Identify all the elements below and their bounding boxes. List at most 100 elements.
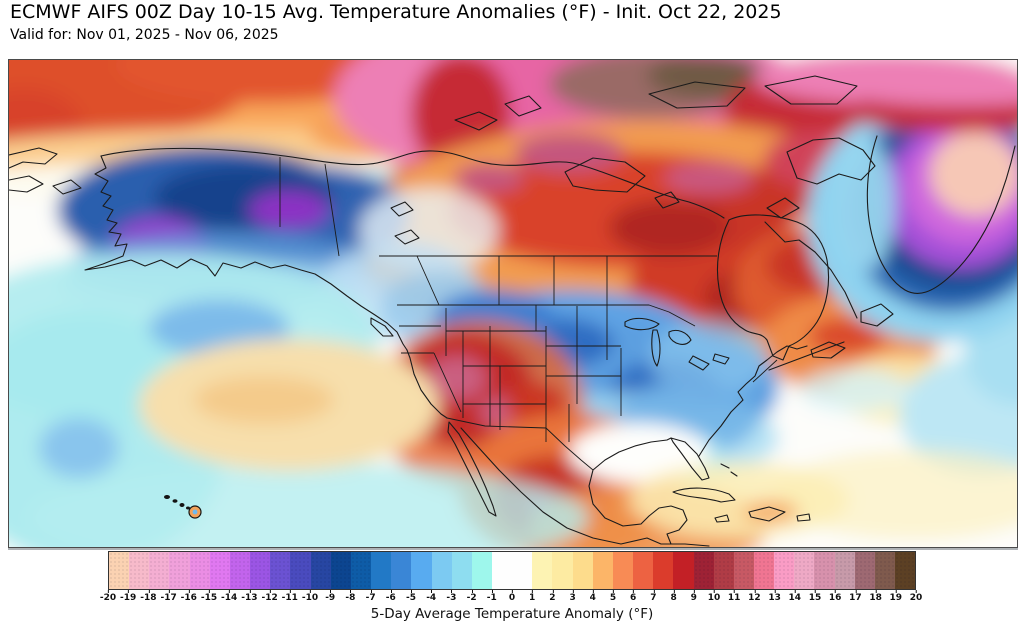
colorbar-segment	[431, 552, 452, 589]
st-lawrence	[768, 341, 845, 371]
anomaly-map	[9, 60, 1017, 547]
puerto-rico	[796, 513, 811, 522]
colorbar-segment	[169, 552, 190, 589]
banks-island	[504, 95, 542, 117]
us-east-coast	[698, 345, 808, 457]
political-borders	[279, 157, 778, 471]
colorbar-segment	[491, 552, 513, 589]
colorbar-segment	[229, 552, 251, 589]
colorbar-segment	[552, 552, 573, 589]
yukon-nwt-border	[324, 163, 340, 257]
temperature-anomaly-field	[9, 60, 1017, 547]
colorbar-tick-label: -18	[140, 590, 157, 603]
us-gulf-coast	[592, 437, 672, 471]
colorbar-tick-label: 8	[670, 590, 677, 603]
colorbar-segment	[774, 552, 795, 589]
colorbar-tick-label: -7	[365, 590, 376, 603]
colorbar-tick-label: 1	[529, 590, 536, 603]
bc-alberta-border	[416, 255, 440, 306]
colorbar-tick-label: -20	[99, 590, 117, 603]
colorbar-segment	[895, 552, 916, 589]
colorbar-tick-label: -1	[486, 590, 497, 603]
great-bear-lake	[390, 201, 414, 217]
king-william-island	[654, 191, 680, 209]
colorbar-segment	[572, 552, 593, 589]
lake-superior	[624, 317, 660, 331]
hudson-bay	[716, 214, 830, 361]
colorbar-tick-label: 10	[707, 590, 721, 603]
colorbar-segment	[713, 552, 734, 589]
lake-michigan	[651, 329, 661, 367]
labrador-coast	[764, 221, 858, 319]
state-borders	[399, 305, 622, 442]
colorbar-segment	[633, 552, 654, 589]
chukotka-islands	[9, 175, 82, 195]
colorbar-tick-label: 0	[508, 590, 516, 603]
baffin-island	[786, 137, 876, 185]
colorbar-segment	[612, 552, 634, 589]
page-title: ECMWF AIFS 00Z Day 10-15 Avg. Temperatur…	[10, 1, 782, 23]
colorbar-segment	[592, 552, 613, 589]
colorbar-tick-label: -16	[180, 590, 197, 603]
colorbar-tick-label: 9	[690, 590, 697, 603]
colorbar-tick-label: -14	[221, 590, 238, 603]
colorbar-segment	[371, 552, 392, 589]
ellesmere-island	[764, 75, 858, 105]
colorbar-segment	[794, 552, 815, 589]
colorbar-tick-label: 17	[849, 590, 862, 603]
colorbar-segment	[532, 552, 553, 589]
us-mexico-border	[446, 417, 594, 471]
colorbar	[108, 551, 916, 590]
cuba	[672, 487, 736, 503]
colorbar-tick-label: -8	[345, 590, 356, 603]
colorbar-segment	[330, 552, 351, 589]
victoria-island	[564, 157, 646, 193]
colorbar-label: 5-Day Average Temperature Anomaly (°F)	[370, 606, 654, 622]
nova-scotia	[810, 341, 846, 359]
alaska-west-coast	[84, 155, 408, 351]
newfoundland	[860, 303, 894, 327]
colorbar-segment	[270, 552, 291, 589]
hispaniola	[748, 506, 786, 522]
colorbar-tick-label: -6	[385, 590, 396, 603]
colorbar-segment	[693, 552, 714, 589]
jamaica	[714, 514, 730, 523]
colorbar-tick-label: -2	[466, 590, 477, 603]
lake-erie	[688, 355, 710, 371]
colorbar-segment	[733, 552, 754, 589]
arctic-coastline	[100, 147, 725, 219]
colorbar-segment	[653, 552, 674, 589]
southampton-island	[766, 197, 800, 219]
colorbar-tick-label: 13	[768, 590, 781, 603]
devon-island	[648, 81, 746, 109]
prairie-borders	[498, 256, 608, 305]
colorbar-tick-label: 7	[650, 590, 657, 603]
great-slave-lake	[394, 229, 420, 245]
colorbar-segment	[451, 552, 472, 589]
lake-huron	[668, 329, 692, 345]
anomaly-map-frame	[8, 59, 1018, 548]
colorbar-tick-label: 11	[727, 590, 741, 603]
colorbar-segment	[874, 552, 896, 589]
colorbar-tick-label: -9	[325, 590, 336, 603]
colorbar-tick-label: 20	[909, 590, 923, 603]
mexico-gulf-coast	[588, 469, 688, 545]
colorbar-tick-label: 2	[549, 590, 556, 603]
colorbar-tick-label: -19	[120, 590, 137, 603]
colorbar-ticks: -20 -19 -18 -17 -16 -15 -14 -13 -12 -11 -10 -9 -8 -7-…	[100, 590, 922, 607]
colorbar-tick-label: -10	[301, 590, 319, 603]
colorbar-segment	[673, 552, 694, 589]
baja-california	[447, 421, 497, 517]
us-canada-border	[397, 304, 696, 327]
colorbar-segment	[310, 552, 331, 589]
colorbar-tick-label: 14	[788, 590, 802, 603]
hawaii-islands	[164, 495, 202, 519]
colorbar-segment	[512, 552, 533, 589]
coastlines	[9, 75, 1016, 547]
florida	[670, 437, 710, 481]
vancouver-island	[370, 317, 394, 337]
colorbar-segment	[391, 552, 412, 589]
ontario-quebec-border	[752, 359, 778, 383]
greenland-coast	[866, 135, 1016, 294]
colorbar-tick-label: 19	[889, 590, 903, 603]
